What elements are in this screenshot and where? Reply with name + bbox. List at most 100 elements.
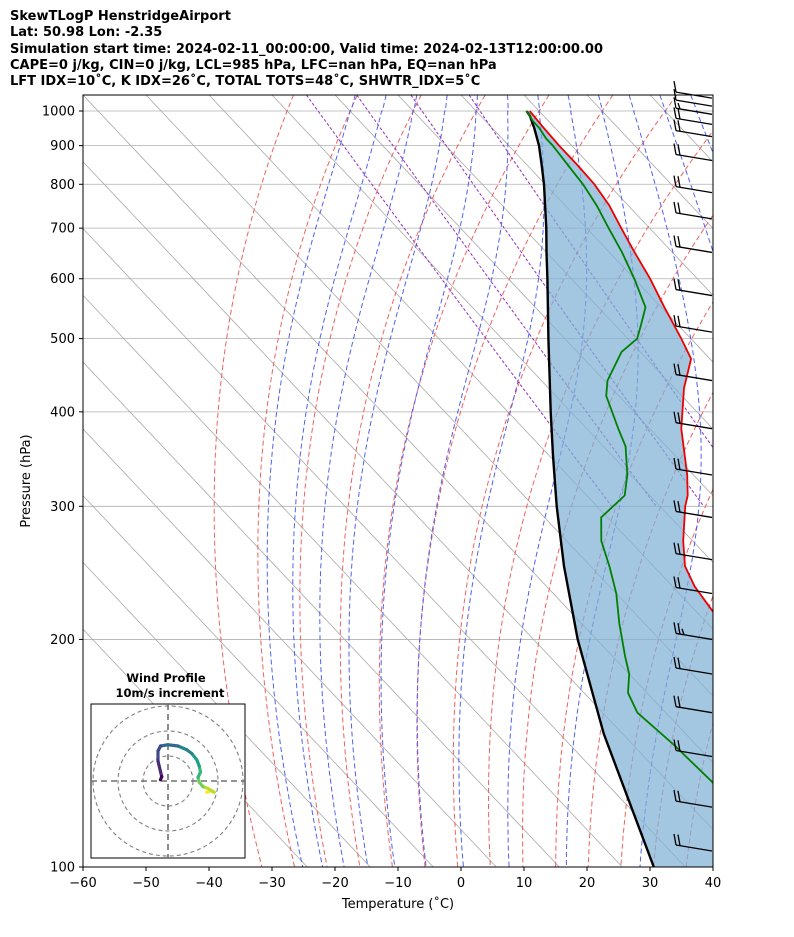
y-tick-label: 600 <box>50 272 75 287</box>
x-tick-label: −20 <box>321 876 348 891</box>
wind-barb <box>673 107 713 126</box>
parcel-profile-line <box>525 110 655 867</box>
x-tick-label: 30 <box>642 876 659 891</box>
location-line: Lat: 50.98 Lon: -2.35 <box>10 25 163 41</box>
moist-adiabat-line <box>292 95 387 867</box>
axis-ticks: −60 −50 −40 −30 −20 −10 0 10 20 30 40 1000 900 800 700… <box>42 105 721 891</box>
wind-barb <box>673 542 713 561</box>
temperature-profile-line <box>529 110 713 614</box>
x-tick-label: 40 <box>705 876 722 891</box>
wind-barb <box>673 622 713 641</box>
y-axis-label: Pressure (hPa) <box>19 434 34 527</box>
wind-barb <box>673 97 713 115</box>
dry-adiabat-line <box>452 95 678 867</box>
dry-adiabat-line <box>719 95 794 867</box>
y-tick-label: 500 <box>50 332 75 347</box>
time-line: Simulation start time: 2024-02-11_00:00:… <box>10 41 603 57</box>
mixing-ratio-line <box>410 95 705 507</box>
y-tick-label: 1000 <box>42 105 75 120</box>
wind-barb <box>673 143 713 162</box>
wind-barb <box>673 363 713 382</box>
cin-cape-fill <box>526 111 713 867</box>
y-tick-label: 700 <box>50 222 75 237</box>
dry-adiabat-line <box>521 214 713 867</box>
isotherm-line <box>83 561 371 867</box>
isotherm-line <box>83 227 686 867</box>
isotherm-line <box>145 95 713 697</box>
profiles <box>525 110 713 867</box>
wind-barb <box>673 411 713 430</box>
parcel-line: CAPE=0 j/kg, CIN=0 j/kg, LCL=985 hPa, LF… <box>10 57 497 73</box>
chart-title: SkewTLogP HenstridgeAirport <box>10 9 231 24</box>
dry-adiabat-line <box>784 95 794 867</box>
moist-adiabat-line <box>416 95 509 867</box>
isotherm-line <box>586 95 713 230</box>
isotherm-line <box>83 294 623 867</box>
isotherm-line <box>712 95 713 96</box>
wind-barb <box>673 833 713 852</box>
hodograph-segment <box>156 759 163 774</box>
y-tick-label: 900 <box>50 139 75 154</box>
x-tick-label: −10 <box>384 876 411 891</box>
dry-adiabat-line <box>416 95 614 867</box>
moist-adiabat-line <box>348 95 448 867</box>
isotherm-line <box>271 95 713 564</box>
dry-adiabat-line <box>213 95 294 867</box>
hodograph-ring <box>117 730 219 832</box>
x-axis-label: Temperature (˚C) <box>341 896 454 912</box>
moist-adiabat-line <box>319 95 418 867</box>
moist-adiabat-line <box>507 95 588 867</box>
isotherm-line <box>83 361 560 867</box>
moist-adiabat-line <box>722 95 794 867</box>
wind-barb <box>673 201 713 220</box>
wind-barb <box>673 81 713 99</box>
y-tick-label: 200 <box>50 633 75 648</box>
moist-adiabat-line <box>690 95 713 155</box>
x-tick-label: −60 <box>69 876 96 891</box>
indices-line: LFT IDX=10˚C, K IDX=26˚C, TOTAL TOTS=48˚… <box>10 74 481 90</box>
dewpoint-profile-line <box>525 110 713 785</box>
chart-header: SkewTLogP HenstridgeAirport Lat: 50.98 L… <box>10 9 603 90</box>
hodograph-inset: Wind Profile 10m/s increment <box>90 671 246 859</box>
wind-barb <box>673 278 713 297</box>
y-tick-label: 800 <box>50 178 75 193</box>
y-tick-label: 100 <box>50 861 75 876</box>
isotherm-line <box>397 95 713 430</box>
dry-adiabat-line <box>257 95 358 867</box>
isotherm-line <box>83 495 434 867</box>
dry-adiabat-line <box>378 95 550 867</box>
hodograph-subtitle: 10m/s increment <box>116 686 225 700</box>
wind-barb <box>673 790 713 808</box>
wind-barb <box>673 175 713 194</box>
wind-barb <box>673 656 713 675</box>
hodograph-title: Wind Profile <box>126 671 206 685</box>
x-tick-label: −50 <box>132 876 159 891</box>
wind-barb <box>673 500 713 519</box>
hodograph-segment <box>158 775 164 782</box>
wind-barb <box>673 119 713 138</box>
hodograph-segment <box>166 743 180 748</box>
mixing-ratio-line <box>305 95 613 507</box>
y-tick-label: 400 <box>50 405 75 420</box>
cape-area <box>526 111 713 867</box>
wind-barb <box>673 739 713 758</box>
wind-barb <box>673 235 713 254</box>
y-tick-label: 300 <box>50 500 75 515</box>
dry-adiabat-line <box>339 95 486 867</box>
wind-barb <box>673 89 713 107</box>
x-tick-label: 0 <box>457 876 465 891</box>
isotherm-line <box>83 428 497 867</box>
moist-adiabat-line <box>458 95 545 867</box>
dry-adiabat-line <box>751 95 794 867</box>
x-tick-label: 20 <box>579 876 596 891</box>
wind-barb <box>673 457 713 476</box>
isotherm-line <box>523 95 713 296</box>
wind-barb <box>673 576 713 595</box>
x-tick-label: 10 <box>516 876 533 891</box>
x-tick-label: −40 <box>195 876 222 891</box>
isotherm-line <box>334 95 713 497</box>
x-tick-label: −30 <box>258 876 285 891</box>
wind-barb <box>673 695 713 714</box>
wind-barb <box>673 314 713 333</box>
